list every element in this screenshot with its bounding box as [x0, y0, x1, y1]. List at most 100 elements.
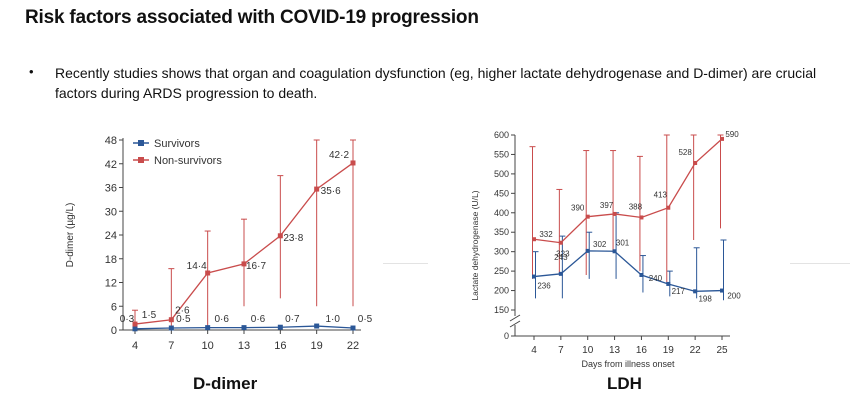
ddimer-nonsurvivor-data-label: 23·8 — [283, 233, 303, 244]
ldh-y-tick-label: 600 — [494, 130, 509, 140]
ddimer-x-tick-label: 22 — [347, 340, 359, 352]
ddimer-y-tick-label: 12 — [105, 278, 117, 290]
ldh-y-tick-label: 400 — [494, 208, 509, 218]
ddimer-y-tick-label: 48 — [105, 135, 117, 147]
chart-caption-ddimer: D-dimer — [193, 374, 258, 393]
ddimer-survivor-point — [277, 324, 283, 330]
ddimer-y-tick-label: 6 — [111, 301, 117, 313]
ddimer-survivor-data-label: 0·7 — [285, 314, 300, 325]
ldh-nonsurvivor-point — [639, 215, 644, 220]
ldh-survivor-data-label: 198 — [698, 294, 712, 303]
ddimer-x-tick-label: 7 — [168, 340, 174, 352]
ddimer-nonsurvivor-data-label: 2·6 — [175, 306, 190, 317]
ddimer-nonsurvivor-data-label: 14·4 — [187, 261, 207, 272]
ldh-nonsurvivor-point — [666, 205, 671, 210]
ldh-survivor-data-label: 302 — [593, 240, 607, 249]
ddimer-x-tick-label: 16 — [274, 340, 286, 352]
ldh-y-tick-label: 300 — [494, 247, 509, 257]
ddimer-legend-nonsurvivors-label: Non-survivors — [154, 155, 222, 167]
ldh-y-tick-label: 350 — [494, 227, 509, 237]
ddimer-x-tick-label: 13 — [238, 340, 250, 352]
ldh-nonsurvivor-point — [558, 240, 563, 245]
ddimer-legend-nonsurvivors-marker — [138, 157, 144, 163]
chart-caption-ldh: LDH — [607, 374, 642, 393]
ddimer-survivor-point — [205, 325, 211, 331]
ldh-survivor-data-label: 301 — [616, 238, 630, 247]
ddimer-legend-survivors-label: Survivors — [154, 138, 200, 150]
ldh-nonsurvivor-data-label: 413 — [654, 191, 668, 200]
ldh-nonsurvivor-data-label: 390 — [571, 204, 585, 213]
ddimer-y-tick-label: 42 — [105, 159, 117, 171]
ldh-survivor-point — [558, 271, 563, 276]
ldh-survivor-point — [720, 288, 724, 293]
ldh-x-tick-label: 10 — [582, 345, 594, 356]
ddimer-nonsurvivor-point — [350, 160, 356, 166]
ldh-survivor-point — [693, 289, 698, 294]
ddimer-nonsurvivor-data-label: 35·6 — [321, 186, 341, 197]
ldh-x-axis-label: Days from illness onset — [581, 359, 675, 369]
ldh-nonsurvivor-line — [533, 138, 723, 244]
ldh-nonsurvivor-data-label: 397 — [600, 201, 614, 210]
ddimer-survivor-data-label: 1·0 — [325, 314, 340, 325]
ldh-survivor-point — [585, 248, 590, 253]
ddimer-survivor-data-label: 0·5 — [176, 314, 191, 325]
ldh-nonsurvivor-point — [693, 161, 698, 165]
ldh-nonsurvivor-data-label: 528 — [678, 148, 692, 157]
ddimer-nonsurvivor-point — [168, 317, 174, 323]
ldh-survivor-data-label: 240 — [649, 274, 663, 283]
ddimer-survivor-point — [241, 325, 247, 331]
ldh-nonsurvivor-data-label: 332 — [539, 230, 553, 239]
ddimer-survivor-point — [132, 326, 138, 332]
ldh-nonsurvivor-point — [532, 237, 536, 242]
ddimer-nonsurvivor-data-label: 16·7 — [246, 261, 266, 272]
divider-line-left — [383, 263, 428, 264]
ldh-x-tick-label: 13 — [609, 345, 621, 356]
ldh-y-tick-label: 250 — [494, 266, 509, 276]
ldh-y-tick-label: 200 — [494, 286, 509, 296]
ddimer-legend-survivors-marker — [138, 140, 144, 146]
ddimer-nonsurvivor-point — [132, 321, 138, 327]
bullet-text: Recently studies shows that organ and co… — [55, 65, 817, 101]
ddimer-nonsurvivor-point — [314, 186, 320, 192]
ldh-survivor-point — [532, 274, 536, 279]
ldh-x-tick-label: 22 — [690, 345, 702, 356]
ddimer-y-axis-label: D-dimer (µg/L) — [65, 203, 76, 268]
bullet-marker: • — [29, 64, 34, 79]
ldh-x-tick-label: 16 — [636, 345, 648, 356]
ldh-y-axis-label: Lactate dehydrogenase (U/L) — [470, 190, 480, 300]
ldh-survivor-data-label: 217 — [672, 287, 686, 296]
ldh-survivor-data-label: 236 — [537, 282, 551, 291]
ddimer-x-tick-label: 19 — [311, 340, 323, 352]
ddimer-y-tick-label: 24 — [105, 230, 117, 242]
ldh-x-tick-label: 7 — [558, 345, 564, 356]
ddimer-nonsurvivor-data-label: 1·5 — [142, 310, 157, 321]
ddimer-survivor-data-label: 0·3 — [120, 314, 135, 325]
ddimer-nonsurvivor-data-label: 42·2 — [329, 150, 349, 161]
ddimer-survivor-point — [314, 323, 320, 329]
ddimer-nonsurvivor-point — [277, 233, 283, 239]
ddimer-y-tick-label: 0 — [111, 325, 117, 337]
ddimer-survivor-data-label: 0·6 — [214, 314, 229, 325]
ldh-survivor-point — [666, 281, 671, 286]
ddimer-x-tick-label: 10 — [202, 340, 214, 352]
ldh-y-tick-label: 0 — [504, 331, 509, 341]
ddimer-survivor-data-label: 0·6 — [251, 314, 266, 325]
ldh-nonsurvivor-data-label: 388 — [629, 202, 643, 211]
ldh-y-tick-label: 150 — [494, 305, 509, 315]
ddimer-y-tick-label: 18 — [105, 254, 117, 266]
ddimer-survivor-point — [168, 325, 174, 331]
slide-title: Risk factors associated with COVID-19 pr… — [25, 7, 479, 28]
ldh-survivor-point — [639, 273, 644, 277]
ldh-y-tick-label: 500 — [494, 169, 509, 179]
ddimer-survivor-point — [350, 325, 356, 331]
ldh-axis-break-mark — [509, 314, 521, 322]
ldh-nonsurvivor-point — [612, 211, 617, 216]
ldh-survivor-line — [533, 250, 723, 292]
ldh-survivor-point — [612, 249, 617, 254]
ldh-x-tick-label: 4 — [531, 345, 537, 356]
ldh-x-tick-label: 19 — [663, 345, 675, 356]
ldh-y-tick-label: 550 — [494, 149, 509, 159]
ldh-nonsurvivor-data-label: 590 — [725, 130, 739, 139]
ddimer-survivor-data-label: 0·5 — [358, 314, 373, 325]
